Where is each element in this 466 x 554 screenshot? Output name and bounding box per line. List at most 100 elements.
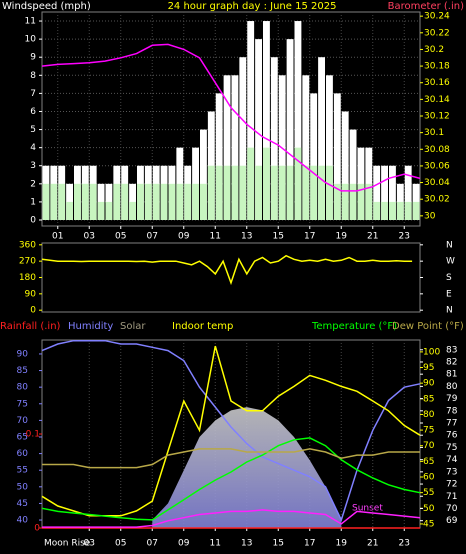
x-tick-label: 07 bbox=[147, 232, 158, 242]
y-tick-label: 10 bbox=[25, 35, 37, 45]
y-axis-title: Windspeed (mph) bbox=[2, 1, 91, 12]
bar bbox=[286, 39, 294, 221]
y-tick-label: 270 bbox=[19, 257, 36, 267]
bar bbox=[373, 165, 381, 220]
x-tick-label: 23 bbox=[399, 232, 410, 242]
x-tick-label: 05 bbox=[115, 232, 126, 242]
x-tick-label: 07 bbox=[147, 539, 158, 549]
x-tick-label: 09 bbox=[178, 539, 190, 549]
bar bbox=[129, 201, 136, 220]
bar bbox=[113, 183, 121, 220]
bar bbox=[302, 165, 310, 220]
bar bbox=[286, 165, 294, 220]
bar bbox=[176, 183, 184, 220]
y2-tick-label: 60 bbox=[423, 473, 435, 483]
y2-tick-label: 70 bbox=[423, 441, 435, 451]
bar bbox=[318, 57, 325, 220]
bar bbox=[121, 183, 129, 220]
y3-tick-label: 79 bbox=[446, 394, 458, 404]
bar bbox=[144, 183, 152, 220]
y2-tick-label: 30.2 bbox=[424, 45, 444, 55]
bar bbox=[373, 201, 381, 220]
bar bbox=[239, 57, 247, 220]
legend-entry: Rainfall (.in) bbox=[0, 321, 61, 332]
x-tick-label: 05 bbox=[115, 539, 126, 549]
y-tick-label: 360 bbox=[19, 240, 36, 250]
y-tick-label: 90 bbox=[25, 289, 37, 299]
y3-tick-label: 74 bbox=[446, 455, 458, 465]
annotation: Sunset bbox=[352, 504, 383, 514]
y-tick-label: 11 bbox=[25, 17, 36, 27]
y-tick-label: 1 bbox=[30, 197, 36, 207]
bar bbox=[184, 183, 192, 220]
y-tick-label: 5 bbox=[30, 125, 36, 135]
bar bbox=[255, 165, 262, 220]
x-tick-label: 11 bbox=[210, 539, 221, 549]
bar bbox=[263, 147, 270, 220]
bar bbox=[200, 129, 207, 220]
y-tick-label: 55 bbox=[17, 466, 28, 476]
y-tick-label: 90 bbox=[17, 349, 29, 359]
bar bbox=[247, 147, 255, 220]
annotation: Moon Rise bbox=[44, 539, 91, 549]
y-tick-label: 3 bbox=[30, 161, 36, 171]
bar bbox=[389, 165, 396, 220]
bar bbox=[294, 147, 302, 220]
bar bbox=[66, 201, 73, 220]
bar bbox=[270, 57, 278, 220]
legend-entry: Solar bbox=[120, 321, 146, 332]
y2-tick-label: 50 bbox=[423, 504, 435, 514]
bar bbox=[341, 111, 349, 220]
y2-tick-label: E bbox=[446, 289, 452, 299]
bar bbox=[333, 183, 341, 220]
series-line bbox=[41, 43, 421, 192]
x-tick-label: 19 bbox=[336, 539, 348, 549]
y4-tick-label: 0 bbox=[34, 524, 40, 534]
y2-axis-title: Barometer (.in) bbox=[388, 1, 464, 12]
legend-entry: Humidity bbox=[68, 321, 113, 332]
y3-tick-label: 76 bbox=[446, 431, 458, 441]
y3-tick-label: 70 bbox=[446, 504, 458, 514]
y2-tick-label: 100 bbox=[423, 347, 440, 357]
series-line bbox=[41, 437, 421, 521]
y-tick-label: 8 bbox=[30, 71, 36, 81]
bar bbox=[294, 21, 302, 221]
x-tick-label: 11 bbox=[210, 232, 221, 242]
y3-tick-label: 80 bbox=[446, 382, 458, 392]
x-tick-label: 15 bbox=[273, 232, 284, 242]
y2-tick-label: 75 bbox=[423, 426, 434, 436]
x-tick-label: 03 bbox=[84, 539, 95, 549]
bar bbox=[42, 183, 50, 220]
bar bbox=[74, 183, 81, 220]
bar bbox=[137, 183, 144, 220]
y3-tick-label: 78 bbox=[446, 406, 458, 416]
y2-tick-label: 85 bbox=[423, 394, 434, 404]
x-tick-label: 21 bbox=[367, 539, 378, 549]
bar bbox=[207, 165, 215, 220]
bar bbox=[58, 183, 66, 220]
x-tick-label: 13 bbox=[241, 232, 252, 242]
y-tick-label: 50 bbox=[17, 482, 29, 492]
bar bbox=[223, 75, 231, 220]
y-tick-label: 6 bbox=[30, 107, 36, 117]
y-tick-label: 0 bbox=[30, 216, 36, 226]
bar bbox=[349, 183, 357, 220]
x-tick-label: 15 bbox=[273, 539, 284, 549]
y3-tick-label: 73 bbox=[446, 467, 457, 477]
bar bbox=[412, 201, 420, 220]
y2-tick-label: 30.16 bbox=[424, 78, 450, 88]
series-area bbox=[152, 407, 342, 528]
y-tick-label: 85 bbox=[17, 366, 28, 376]
bar bbox=[389, 201, 396, 220]
x-tick-label: 09 bbox=[178, 232, 190, 242]
y2-tick-label: 30.04 bbox=[424, 178, 450, 188]
bar bbox=[381, 165, 388, 220]
bar bbox=[326, 165, 333, 220]
bar bbox=[278, 165, 286, 220]
y-tick-label: 4 bbox=[30, 143, 36, 153]
bar bbox=[192, 183, 199, 220]
y2-tick-label: 30.18 bbox=[424, 62, 450, 72]
x-tick-label: 03 bbox=[84, 232, 95, 242]
y2-tick-label: 30.1 bbox=[424, 128, 444, 138]
